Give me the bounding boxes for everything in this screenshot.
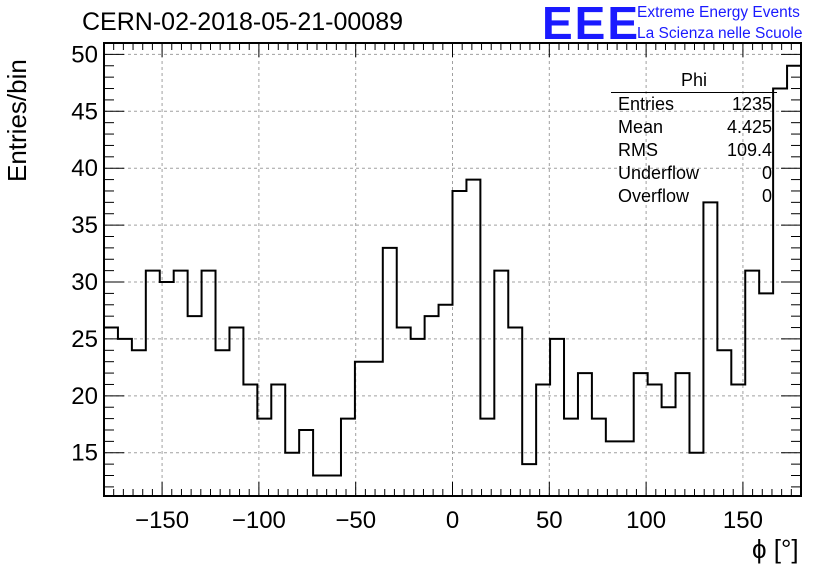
stats-row-entries: Entries 1235 [611,93,775,116]
y-tick-label: 25 [71,326,98,353]
y-tick-label: 30 [71,269,98,296]
stats-row-mean: Mean 4.425 [611,116,775,139]
stats-label: Mean [618,117,664,137]
x-tick-label: 0 [446,507,459,534]
y-axis-label: Entries/bin [2,59,32,182]
stats-value: 109.4 [726,140,772,160]
axis-ticks [104,43,801,496]
x-tick-label: −50 [335,507,376,534]
x-tick-label: −150 [135,507,189,534]
stats-row-rms: RMS 109.4 [611,139,775,162]
y-tick-label: 40 [71,155,98,182]
x-tick-label: 150 [723,507,763,534]
stats-value: 1235 [731,94,772,114]
chart-title: CERN-02-2018-05-21-00089 [82,8,404,36]
stats-label: RMS [618,140,658,160]
stats-label: Underflow [618,163,700,183]
stats-box: Phi Entries 1235 Mean 4.425 RMS 109.4 Un… [611,70,777,208]
x-tick-label: −100 [232,507,286,534]
stats-row-underflow: Underflow 0 [611,162,775,185]
stats-row-overflow: Overflow 0 [611,185,775,208]
x-tick-label: 100 [626,507,666,534]
y-tick-label: 45 [71,98,98,125]
eee-logo: EEE [542,0,641,49]
stats-value: 4.425 [726,117,772,137]
y-tick-label: 50 [71,41,98,68]
y-tick-label: 35 [71,212,98,239]
stats-value: 0 [761,186,772,206]
y-tick-label: 15 [71,440,98,467]
histogram-step-line [104,64,801,477]
stats-value: 0 [761,163,772,183]
logo-line-1: Extreme Energy Events [637,4,800,21]
stats-label: Overflow [618,186,690,206]
stats-label: Entries [618,94,675,114]
logo-line-2: La Scienza nelle Scuole [637,25,803,42]
tick-labels: −150 −100 −50 0 50 100 150 15 20 25 30 35 40 45 50 [71,41,763,534]
stats-title: Phi [611,70,777,93]
x-tick-label: 50 [536,507,563,534]
y-tick-label: 20 [71,383,98,410]
x-axis-label: ϕ [°] [752,534,799,564]
